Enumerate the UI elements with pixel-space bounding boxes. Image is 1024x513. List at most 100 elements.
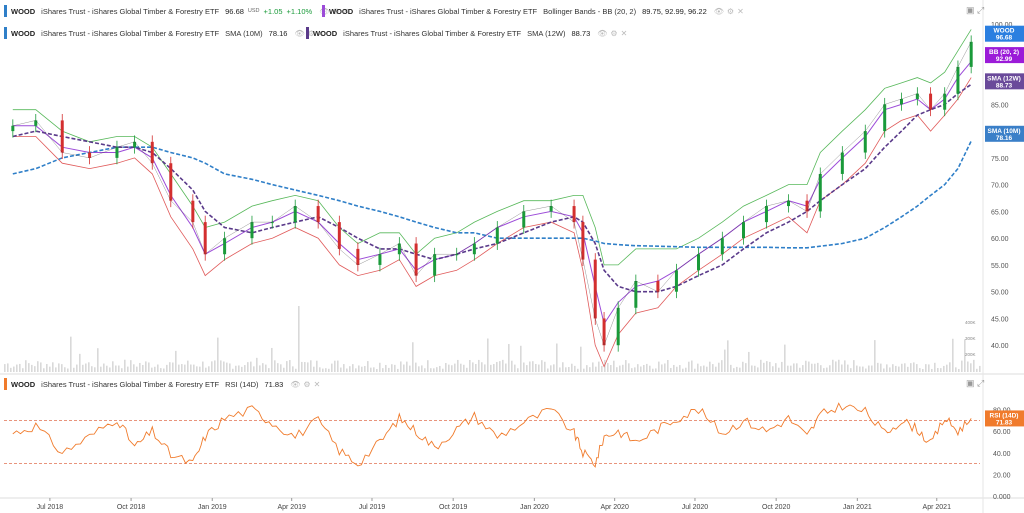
volume-bar: [880, 363, 882, 372]
volume-bar: [496, 361, 498, 372]
settings-icon[interactable]: ⚙: [726, 6, 735, 16]
volume-bar: [853, 360, 855, 372]
volume-bar: [898, 366, 900, 372]
volume-bar: [355, 368, 357, 372]
rsi-legend[interactable]: WOOD iShares Trust - iShares Global Timb…: [4, 377, 320, 391]
volume-bar: [883, 368, 885, 372]
volume-bar: [652, 368, 654, 372]
volume-bar: [130, 360, 132, 372]
sma10-legend-indicator: SMA (10M): [225, 28, 263, 38]
sma10-legend[interactable]: WOOD iShares Trust - iShares Global Timb…: [4, 26, 324, 40]
maximize-icon[interactable]: ▣: [966, 5, 975, 15]
volume-bar: [913, 362, 915, 372]
rsi-y-tick-label: 0.000: [993, 494, 1011, 501]
volume-bar: [331, 363, 333, 372]
close-icon[interactable]: ✕: [620, 28, 628, 38]
candle-body: [191, 200, 195, 223]
volume-bar: [736, 366, 738, 372]
volume-bar: [382, 368, 384, 372]
sma12-legend-symbol: WOOD: [313, 28, 338, 38]
volume-bar: [934, 362, 936, 372]
candle-body: [316, 206, 320, 223]
price-last-tag-bg: [985, 25, 1024, 42]
candle-body: [956, 66, 960, 94]
volume-bar: [298, 306, 300, 372]
x-tick-label: Jul 2018: [37, 504, 64, 511]
settings-icon[interactable]: ⚙: [332, 6, 340, 16]
volume-bar: [304, 362, 306, 372]
maximize-icon[interactable]: ▣: [966, 378, 975, 388]
volume-bar: [847, 364, 849, 372]
volume-bar: [631, 368, 633, 372]
volume-bar: [763, 362, 765, 372]
volume-bar: [364, 366, 366, 372]
volume-bar: [589, 367, 591, 372]
volume-bar: [379, 362, 381, 372]
price-legend[interactable]: WOOD iShares Trust - iShares Global Timb…: [4, 4, 349, 18]
volume-bar: [229, 363, 231, 372]
volume-bar: [769, 361, 771, 372]
volume-bar: [871, 365, 873, 372]
settings-icon[interactable]: ⚙: [303, 379, 311, 389]
bb-last-tag-value: 92.99: [996, 56, 1013, 63]
volume-bar: [739, 367, 741, 372]
sma12-legend[interactable]: WOOD iShares Trust - iShares Global Timb…: [306, 26, 627, 40]
volume-bar: [679, 365, 681, 372]
volume-bar: [115, 365, 117, 372]
volume-bar: [781, 361, 783, 372]
volume-bar: [973, 359, 975, 372]
volume-bar: [937, 368, 939, 372]
volume-bar: [511, 360, 513, 372]
legend-color-bar: [4, 378, 7, 390]
fullscreen-icon[interactable]: ⤢: [977, 5, 985, 15]
close-icon[interactable]: ✕: [317, 28, 325, 38]
volume-bar: [292, 366, 294, 372]
volume-bar: [100, 366, 102, 372]
volume-bar: [430, 368, 432, 372]
volume-bar: [886, 364, 888, 372]
volume-bar: [595, 366, 597, 372]
eye-icon[interactable]: 👁: [713, 6, 724, 16]
volume-bar: [217, 337, 219, 372]
candle-body: [223, 238, 227, 255]
eye-icon[interactable]: 👁: [290, 379, 301, 389]
candle-body: [495, 227, 499, 244]
volume-bar: [223, 361, 225, 372]
y-tick-label: 65.00: [991, 209, 1009, 216]
volume-bar: [925, 364, 927, 372]
volume-bar: [757, 367, 759, 372]
volume-bar: [385, 364, 387, 372]
y-tick-label: 40.00: [991, 343, 1009, 350]
volume-bar: [286, 361, 288, 372]
volume-bar: [97, 348, 99, 372]
volume-bar: [955, 367, 957, 372]
volume-bar: [550, 365, 552, 372]
settings-icon[interactable]: ⚙: [610, 28, 618, 38]
candle-body: [455, 254, 459, 256]
close-icon[interactable]: ✕: [737, 6, 744, 16]
volume-bar: [205, 367, 207, 372]
volume-bar: [664, 363, 666, 372]
volume-bar: [907, 366, 909, 372]
volume-bar: [142, 364, 144, 372]
settings-icon[interactable]: ⚙: [307, 28, 315, 38]
volume-bar: [688, 361, 690, 372]
volume-bar: [226, 362, 228, 372]
bb-legend[interactable]: WOOD iShares Trust - iShares Global Timb…: [322, 4, 744, 18]
candle-body: [150, 141, 154, 164]
volume-bar: [187, 360, 189, 372]
close-icon[interactable]: ✕: [313, 379, 321, 389]
volume-bar: [823, 368, 825, 372]
fullscreen-icon[interactable]: ⤢: [977, 378, 985, 388]
bb-last-tag-name: BB (20, 2): [989, 49, 1019, 56]
eye-icon[interactable]: 👁: [294, 28, 305, 38]
candle-body: [356, 248, 360, 265]
volume-bar: [451, 365, 453, 372]
close-icon[interactable]: ✕: [342, 6, 350, 16]
volume-bar: [55, 367, 57, 372]
volume-bar: [52, 362, 54, 372]
candle-body: [115, 147, 119, 158]
volume-bar: [235, 365, 237, 372]
eye-icon[interactable]: 👁: [597, 28, 608, 38]
